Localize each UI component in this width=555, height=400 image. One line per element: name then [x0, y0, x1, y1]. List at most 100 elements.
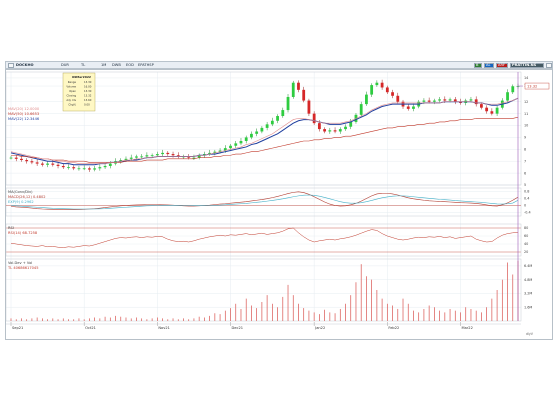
crosshair-cursor[interactable]	[517, 72, 523, 321]
toolbar-badge-arf[interactable]	[496, 63, 508, 68]
toolbar-badge-arf-label: ARF	[498, 63, 506, 67]
candle-up	[192, 157, 196, 159]
rsi-tick-label: 20	[524, 250, 528, 254]
legend-rsi-title: RSI	[8, 226, 14, 230]
info-box: 09Mar2022 Range 13.30 Volume 16.00 Open …	[62, 72, 96, 112]
candle-up	[155, 154, 159, 156]
toolbar-badge-ticker[interactable]	[510, 63, 544, 68]
candle-down	[474, 99, 478, 105]
last-price-tag-text: 13.32	[527, 85, 537, 89]
x-axis-label: Nov21	[158, 326, 170, 330]
info-box-bg	[62, 72, 96, 112]
info-row-value: 13.60	[84, 98, 92, 102]
toolbar-item-timeline[interactable]: TL	[81, 63, 86, 67]
candle-up	[506, 92, 509, 101]
candle-up	[135, 156, 138, 158]
ma-line-mav20	[10, 97, 519, 164]
info-row-label: Range	[68, 80, 77, 84]
chart-menu-icon[interactable]	[8, 63, 14, 68]
candle-up	[281, 110, 285, 117]
candle-up	[98, 167, 102, 169]
toolbar-item-chart-style[interactable]: DWB	[112, 63, 121, 67]
legend-macd-signal[interactable]: EXP(9) 0.2962	[8, 200, 34, 204]
candle-up	[208, 152, 212, 155]
candle-up	[276, 116, 279, 121]
toolbar-badge-al-label: AL	[486, 63, 491, 67]
volume-tick-label: 1.6M	[524, 305, 532, 309]
window-close-icon[interactable]	[546, 63, 552, 68]
price-tick-label: 7	[524, 159, 526, 163]
chart-area[interactable]: 14 13.32 12 11 10 9 8 7 6 5 0.8 0.4 0 -0.4 80 60 40 20 6.4…	[5, 69, 553, 340]
legend-mav22[interactable]: MAV(22) 12.3446	[8, 117, 40, 121]
info-row-label: Adj. Cls	[66, 98, 76, 102]
symbol-field[interactable]: DOCKHO	[16, 63, 34, 67]
legend-volume-title: Vol.Dev + Vol	[8, 261, 32, 265]
candle-up	[124, 158, 128, 161]
price-legend: MAV(20) 12.0000 MAV(50) 10.6653 MAV(22) …	[8, 107, 40, 121]
panel-frames	[5, 71, 522, 322]
legend-mav50[interactable]: MAV(50) 10.6653	[8, 112, 39, 116]
rsi-tick-label: 40	[524, 242, 528, 246]
macd-tick-label: 0.8	[524, 190, 529, 194]
candle-up	[244, 137, 248, 141]
candle-down	[427, 100, 431, 102]
candle-down	[297, 82, 300, 90]
candle-down	[385, 87, 389, 93]
candle-up	[432, 100, 436, 102]
candle-down	[406, 106, 410, 109]
candle-down	[72, 167, 76, 169]
candle-down	[187, 156, 191, 158]
info-box-date: 09Mar2022	[72, 75, 91, 79]
info-row-value: 16.00	[84, 85, 92, 89]
info-row-value: 0.00	[84, 103, 90, 107]
price-tick-label: 6	[524, 171, 526, 175]
toolbar-item-period[interactable]: 1M	[101, 63, 107, 67]
legend-mav20[interactable]: MAV(20) 12.0000	[8, 107, 40, 111]
macd-signal-line	[10, 194, 519, 210]
info-row-label: Volume	[66, 85, 76, 89]
last-price-tag-bg	[524, 82, 550, 90]
candle-down	[302, 89, 306, 101]
info-row-label: Open	[69, 89, 76, 93]
candle-up	[145, 155, 149, 157]
chart-canvas[interactable]: 14 13.32 12 11 10 9 8 7 6 5 0.8 0.4 0 -0.4 80 60 40 20 6.4…	[5, 70, 552, 339]
candle-down	[480, 104, 483, 108]
candle-up	[67, 167, 70, 168]
candle-up	[82, 168, 86, 170]
candle-up	[161, 152, 164, 155]
candle-up	[46, 163, 49, 165]
candle-down	[312, 113, 316, 124]
chart-toolbar: DOCKHO DUR TL 1M DWB EOD EPATHSP B AL AR…	[5, 61, 553, 69]
candle-down	[307, 100, 311, 114]
candle-down	[40, 163, 44, 165]
candle-down	[176, 155, 180, 157]
toolbar-badge-al[interactable]	[484, 63, 494, 68]
legend-rsi[interactable]: RSI(14) 68.7258	[8, 231, 38, 235]
candle-up	[349, 121, 353, 127]
toolbar-badge-b[interactable]	[474, 63, 482, 68]
x-axis-label: Sep21	[12, 326, 23, 330]
panel-frame-vol	[5, 258, 522, 322]
panel-frame-macd	[5, 187, 522, 217]
legend-macd[interactable]: MACD(26,12) 0.4802	[8, 195, 46, 199]
candle-up	[338, 129, 342, 132]
candle-up	[223, 148, 227, 151]
candle-down	[30, 161, 34, 163]
candle-down	[35, 162, 39, 164]
x-axis-label: Oct21	[85, 326, 96, 330]
candle-up	[365, 94, 368, 105]
price-tick-label: 11	[524, 112, 528, 116]
macd-panel	[6, 191, 521, 210]
candle-up	[202, 154, 206, 156]
price-tick-label: 14	[524, 76, 528, 80]
candle-down	[88, 168, 91, 170]
toolbar-item-indicator-set[interactable]: EPATHSP	[138, 63, 154, 67]
toolbar-item-frequency[interactable]: EOD	[126, 63, 134, 67]
candle-up	[119, 160, 123, 162]
info-row-label: Closing	[67, 94, 77, 98]
legend-volume[interactable]: TL 40686617045	[7, 266, 39, 270]
candle-down	[391, 92, 394, 96]
candle-up	[255, 131, 259, 134]
candle-up	[344, 126, 347, 130]
toolbar-item-duration[interactable]: DUR	[61, 63, 69, 67]
